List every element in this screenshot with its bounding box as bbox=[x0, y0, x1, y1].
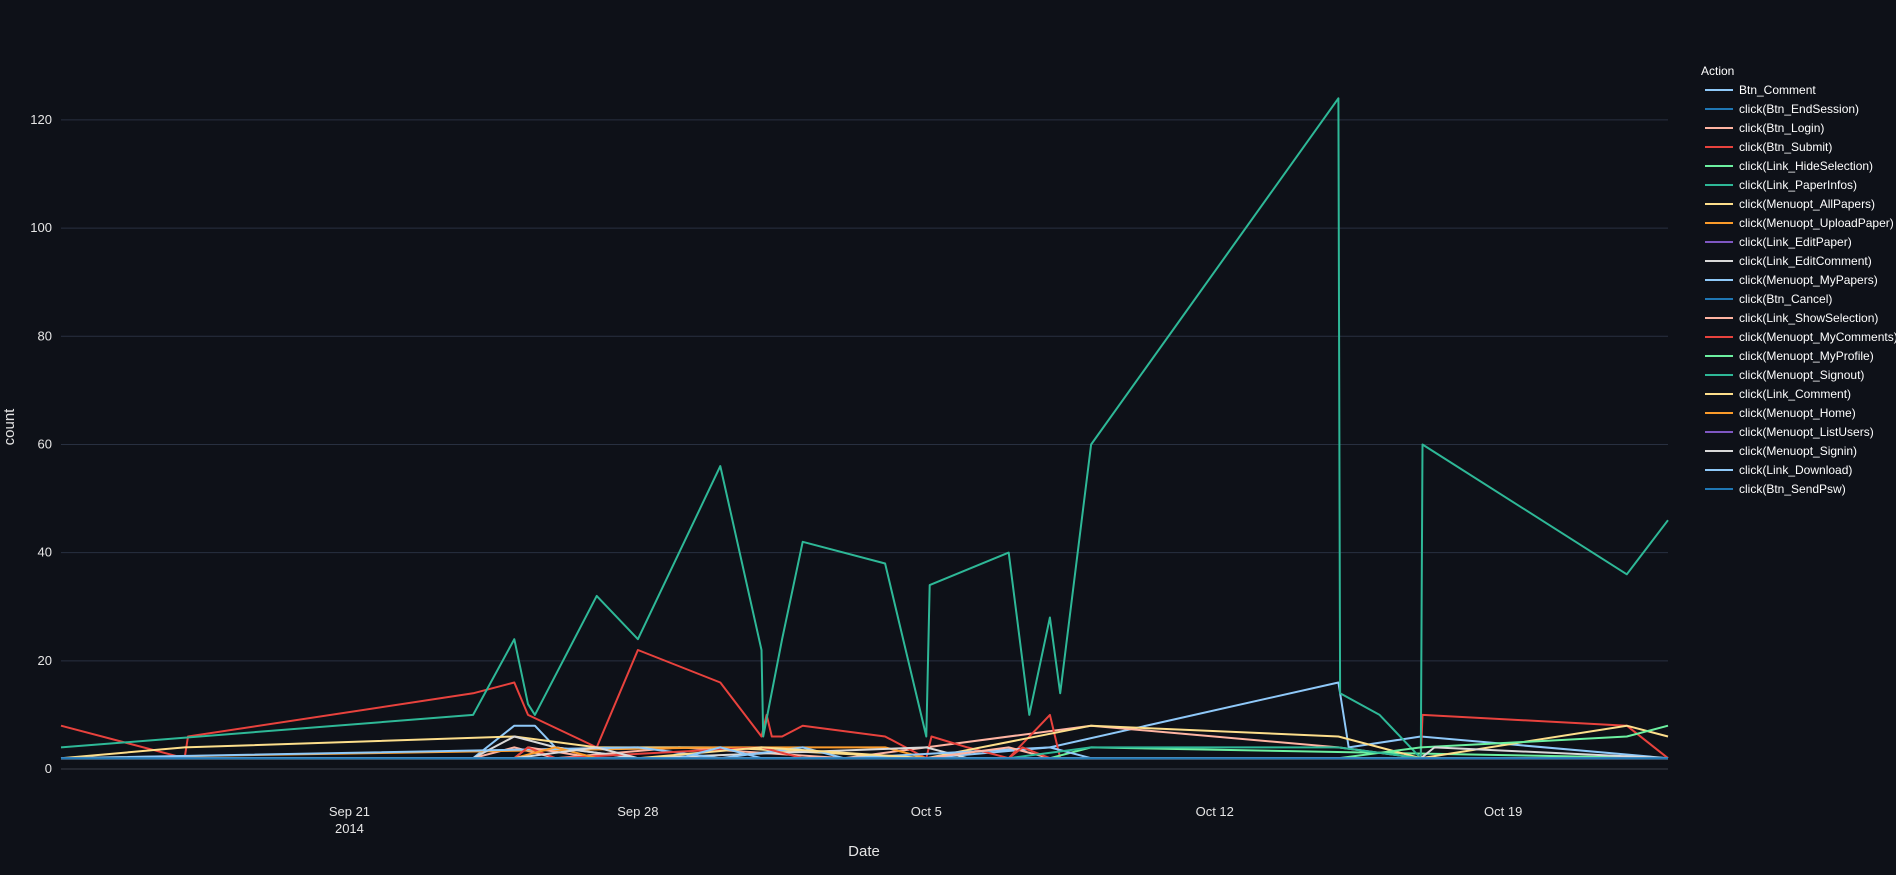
legend-item[interactable]: click(Link_Comment) bbox=[1705, 387, 1851, 401]
y-tick-label: 120 bbox=[30, 112, 52, 127]
legend-item[interactable]: click(Menuopt_Signin) bbox=[1705, 444, 1857, 458]
legend-item[interactable]: click(Btn_EndSession) bbox=[1705, 102, 1859, 116]
x-tick-label: Sep 28 bbox=[617, 804, 658, 819]
legend-item[interactable]: click(Menuopt_MyProfile) bbox=[1705, 349, 1874, 363]
legend-label: click(Menuopt_ListUsers) bbox=[1739, 425, 1874, 439]
legend-label: click(Btn_Cancel) bbox=[1739, 292, 1832, 306]
legend-label: click(Menuopt_MyComments) bbox=[1739, 330, 1896, 344]
legend-label: click(Link_PaperInfos) bbox=[1739, 178, 1857, 192]
legend-label: click(Link_EditPaper) bbox=[1739, 235, 1852, 249]
legend-label: click(Link_ShowSelection) bbox=[1739, 311, 1878, 325]
legend-item[interactable]: click(Menuopt_Signout) bbox=[1705, 368, 1864, 382]
legend-item[interactable]: click(Menuopt_UploadPaper) bbox=[1705, 216, 1894, 230]
legend-item[interactable]: click(Btn_Cancel) bbox=[1705, 292, 1832, 306]
x-axis-title: Date bbox=[848, 843, 880, 860]
legend-label: click(Menuopt_MyPapers) bbox=[1739, 273, 1878, 287]
legend-label: click(Btn_Login) bbox=[1739, 121, 1824, 135]
legend-item[interactable]: click(Link_Download) bbox=[1705, 463, 1852, 477]
legend-label: Btn_Comment bbox=[1739, 83, 1816, 97]
legend-item[interactable]: click(Link_PaperInfos) bbox=[1705, 178, 1857, 192]
x-tick-label: Oct 5 bbox=[911, 804, 942, 819]
y-tick-label: 40 bbox=[38, 545, 52, 560]
legend-label: click(Menuopt_UploadPaper) bbox=[1739, 216, 1894, 230]
legend-item[interactable]: Btn_Comment bbox=[1705, 83, 1816, 97]
legend-item[interactable]: click(Menuopt_Home) bbox=[1705, 406, 1856, 420]
y-tick-label: 0 bbox=[45, 761, 52, 776]
y-axis-title: count bbox=[1, 408, 18, 446]
x-tick-label: Sep 21 bbox=[329, 804, 370, 819]
y-tick-label: 60 bbox=[38, 436, 52, 451]
legend[interactable]: Action Btn_Comment click(Btn_EndSession)c… bbox=[1701, 64, 1896, 496]
legend-item[interactable]: click(Btn_Submit) bbox=[1705, 140, 1832, 154]
x-tick-label: Oct 12 bbox=[1196, 804, 1234, 819]
legend-label: click(Link_HideSelection) bbox=[1739, 159, 1873, 173]
y-tick-label: 80 bbox=[38, 328, 52, 343]
legend-item[interactable]: click(Btn_SendPsw) bbox=[1705, 482, 1846, 496]
legend-label: click(Link_EditComment) bbox=[1739, 254, 1872, 268]
legend-label: click(Link_Download) bbox=[1739, 463, 1852, 477]
x-tick-sublabel: 2014 bbox=[335, 821, 364, 836]
legend-label: click(Btn_SendPsw) bbox=[1739, 482, 1846, 496]
legend-item[interactable]: click(Link_EditPaper) bbox=[1705, 235, 1852, 249]
legend-label: click(Menuopt_Home) bbox=[1739, 406, 1856, 420]
legend-label: click(Menuopt_MyProfile) bbox=[1739, 349, 1874, 363]
y-tick-label: 100 bbox=[30, 220, 52, 235]
x-axis-ticks: Sep 21 2014 Sep 28 Oct 5 Oct 12 Oct 19 bbox=[329, 804, 1522, 836]
gridlines bbox=[61, 119, 1668, 770]
x-tick-label: Oct 19 bbox=[1484, 804, 1522, 819]
legend-title: Action bbox=[1701, 64, 1734, 78]
legend-label: click(Btn_EndSession) bbox=[1739, 102, 1859, 116]
legend-label: click(Btn_Submit) bbox=[1739, 140, 1832, 154]
y-axis-ticks: 0 20 40 60 80 100 120 bbox=[30, 112, 52, 776]
series-line-6 bbox=[60, 97, 1669, 760]
legend-item[interactable]: click(Link_ShowSelection) bbox=[1705, 311, 1878, 325]
legend-item[interactable]: click(Menuopt_ListUsers) bbox=[1705, 425, 1874, 439]
legend-label: click(Menuopt_AllPapers) bbox=[1739, 197, 1875, 211]
legend-item[interactable]: click(Menuopt_AllPapers) bbox=[1705, 197, 1875, 211]
legend-label: click(Menuopt_Signout) bbox=[1739, 368, 1864, 382]
series-line-11 bbox=[60, 746, 1668, 760]
series-line-4 bbox=[60, 649, 1669, 760]
legend-item[interactable]: click(Menuopt_MyComments) bbox=[1705, 330, 1896, 344]
legend-item[interactable]: click(Link_EditComment) bbox=[1705, 254, 1872, 268]
legend-item[interactable]: click(Btn_Login) bbox=[1705, 121, 1824, 135]
series-lines bbox=[60, 97, 1669, 760]
legend-label: click(Link_Comment) bbox=[1739, 387, 1851, 401]
legend-label: click(Menuopt_Signin) bbox=[1739, 444, 1857, 458]
legend-item[interactable]: click(Link_HideSelection) bbox=[1705, 159, 1873, 173]
legend-item[interactable]: click(Menuopt_MyPapers) bbox=[1705, 273, 1878, 287]
y-tick-label: 20 bbox=[38, 653, 52, 668]
